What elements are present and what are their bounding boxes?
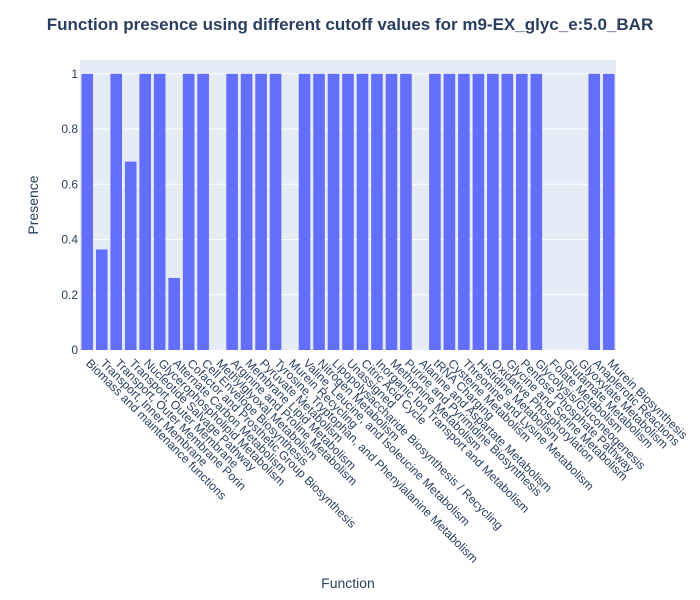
bar [124, 161, 137, 350]
bar [197, 73, 209, 351]
chart-title: Function presence using different cutoff… [47, 15, 653, 34]
bar [139, 73, 151, 351]
x-axis-title: Function [321, 575, 375, 591]
bar [443, 73, 456, 351]
bar [487, 73, 499, 351]
bar [153, 73, 166, 351]
bar [168, 277, 180, 350]
y-tick-label: 0.2 [61, 288, 78, 302]
bar [602, 73, 615, 351]
bar [371, 73, 383, 351]
bar [182, 73, 195, 351]
bar [298, 73, 311, 351]
bar [472, 73, 485, 351]
bar [313, 73, 325, 351]
bar [385, 73, 398, 351]
bar [95, 249, 108, 350]
bar [400, 73, 412, 351]
y-tick-label: 0 [71, 343, 78, 357]
bar [429, 73, 441, 351]
bar [530, 73, 543, 351]
bar [501, 73, 514, 351]
y-tick-label: 0.8 [61, 122, 78, 136]
bar [269, 73, 282, 351]
bar [342, 73, 354, 351]
x-axis-ticks: Biomass and maintenance functionsTranspo… [83, 356, 690, 565]
y-tick-label: 0.4 [61, 233, 78, 247]
y-tick-label: 1 [71, 67, 78, 81]
bar [458, 73, 470, 351]
bar [588, 73, 601, 351]
y-axis-title: Presence [25, 175, 41, 234]
bar [110, 73, 123, 351]
bar [327, 73, 340, 351]
bar [356, 73, 369, 351]
bar [226, 73, 238, 351]
bar [240, 73, 253, 351]
bar [516, 73, 528, 351]
bar [255, 73, 267, 351]
y-axis-ticks: 0 0.2 0.4 0.6 0.8 1 [61, 67, 78, 357]
bars [81, 73, 615, 351]
y-tick-label: 0.6 [61, 177, 78, 191]
bar [81, 73, 94, 351]
